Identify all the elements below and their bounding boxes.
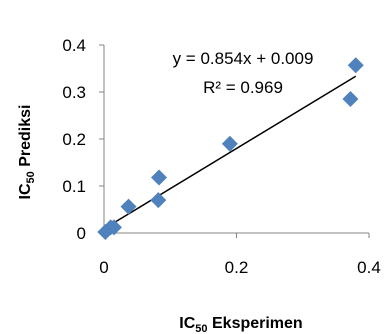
y-axis-ticks: 0 0.1 0.2 0.3 0.4	[62, 36, 104, 243]
trendline	[103, 75, 357, 230]
y-axis-title-subscript: 50	[25, 171, 37, 183]
axes: 0 0.1 0.2 0.3 0.4 0 0.2 0.4	[62, 36, 380, 277]
x-tick-label: 0	[99, 258, 108, 277]
data-point	[221, 135, 238, 152]
data-point	[105, 219, 122, 236]
data-point	[120, 198, 137, 215]
data-points	[97, 57, 364, 241]
data-point	[347, 57, 364, 74]
data-point	[342, 91, 359, 108]
r-squared-label: R² = 0.969	[203, 78, 283, 97]
x-tick-label: 0.2	[225, 258, 249, 277]
data-point	[150, 192, 167, 209]
y-tick-label: 0.3	[62, 83, 86, 102]
x-axis-title-subscript: 50	[195, 323, 207, 334]
x-axis-title-base: IC	[179, 315, 195, 332]
x-axis-title: IC50 Eksperimen	[179, 315, 302, 334]
x-axis-title-rest: Eksperimen	[208, 315, 303, 332]
y-tick-label: 0.4	[62, 36, 86, 55]
y-axis-title-rest: Prediksi	[17, 105, 34, 172]
x-axis-ticks: 0 0.2 0.4	[99, 233, 381, 277]
x-tick-label: 0.4	[357, 258, 381, 277]
y-tick-label: 0.1	[62, 177, 86, 196]
data-point	[150, 169, 167, 186]
y-axis-title: IC50 Prediksi	[17, 105, 37, 200]
y-tick-label: 0	[77, 224, 86, 243]
trendline-equation: y = 0.854x + 0.009	[173, 49, 314, 68]
y-axis-title-base: IC	[17, 183, 34, 199]
y-tick-label: 0.2	[62, 130, 86, 149]
